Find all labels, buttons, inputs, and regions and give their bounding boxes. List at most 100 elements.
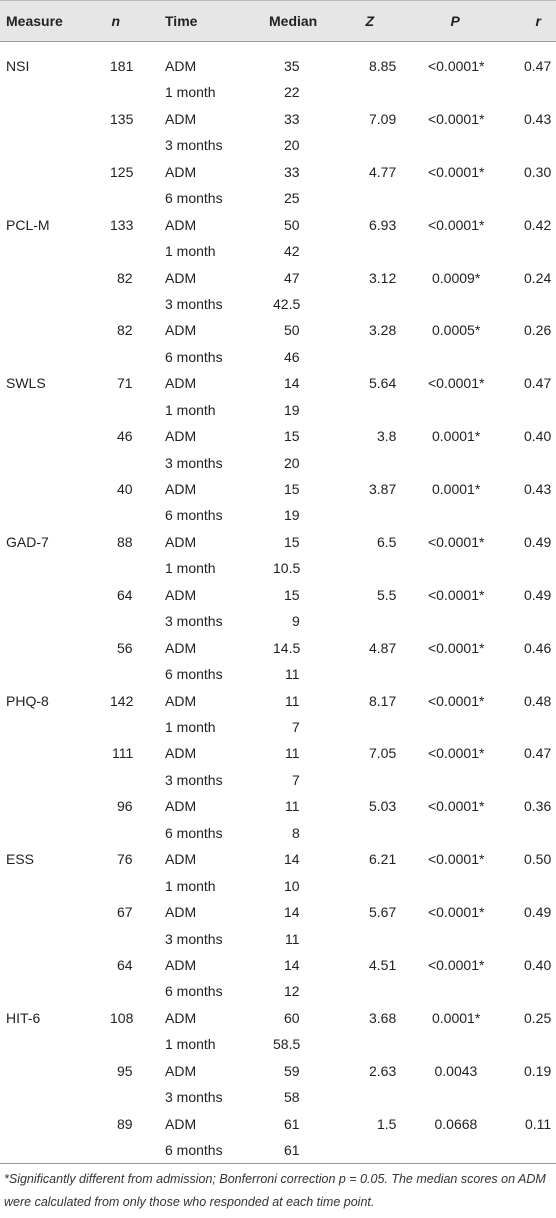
p-cell: <0.0001* bbox=[428, 163, 485, 180]
time-cell: ADM bbox=[165, 851, 197, 868]
n-cell: 142 bbox=[110, 692, 134, 709]
median-cell: 33 bbox=[284, 110, 300, 127]
n-cell: 96 bbox=[117, 798, 133, 815]
r-cell: 0.36 bbox=[524, 798, 552, 815]
median-cell: 14.5 bbox=[273, 639, 301, 656]
r-cell: 0.50 bbox=[524, 851, 552, 868]
measure-cell: NSI bbox=[6, 58, 30, 74]
time-cell: ADM bbox=[165, 533, 197, 550]
r-cell: 0.42 bbox=[524, 216, 552, 233]
time-cell: 6 months bbox=[165, 824, 223, 841]
measure-cell: PHQ-8 bbox=[6, 692, 49, 709]
r-cell: 0.30 bbox=[524, 163, 552, 180]
p-cell: 0.0001* bbox=[432, 481, 481, 498]
n-cell: 82 bbox=[117, 322, 133, 339]
p-cell: <0.0001* bbox=[428, 692, 485, 709]
time-cell: ADM bbox=[165, 322, 197, 339]
n-cell: 135 bbox=[110, 110, 134, 127]
p-cell: <0.0001* bbox=[428, 58, 485, 74]
median-cell: 15 bbox=[284, 428, 300, 445]
median-cell: 50 bbox=[284, 322, 300, 339]
time-cell: ADM bbox=[165, 428, 197, 445]
z-cell: 3.28 bbox=[369, 322, 397, 339]
p-cell: <0.0001* bbox=[428, 375, 485, 392]
time-cell: 1 month bbox=[165, 877, 216, 894]
time-cell: ADM bbox=[165, 163, 197, 180]
median-cell: 10.5 bbox=[273, 560, 301, 577]
median-cell: 15 bbox=[284, 481, 300, 498]
time-cell: 3 months bbox=[165, 295, 223, 312]
header-cell: Z bbox=[365, 13, 375, 29]
median-cell: 11 bbox=[285, 692, 300, 709]
median-cell: 20 bbox=[284, 137, 300, 154]
time-cell: ADM bbox=[165, 586, 197, 603]
measure-cell: ESS bbox=[6, 851, 35, 868]
median-cell: 20 bbox=[284, 454, 300, 471]
time-cell: 3 months bbox=[165, 613, 223, 630]
footnote: *Significantly different from admission;… bbox=[4, 1172, 546, 1209]
z-cell: 5.67 bbox=[369, 904, 397, 921]
measure-cell: HIT-6 bbox=[6, 1009, 41, 1026]
z-cell: 5.03 bbox=[369, 798, 397, 815]
median-cell: 35 bbox=[284, 58, 300, 74]
z-cell: 1.5 bbox=[377, 1115, 397, 1132]
z-cell: 4.77 bbox=[369, 163, 397, 180]
z-cell: 5.64 bbox=[369, 375, 397, 392]
n-cell: 108 bbox=[110, 1009, 134, 1026]
time-cell: ADM bbox=[165, 692, 197, 709]
time-cell: ADM bbox=[165, 956, 197, 973]
time-cell: 1 month bbox=[165, 719, 216, 735]
n-cell: 95 bbox=[117, 1062, 133, 1079]
n-cell: 89 bbox=[117, 1115, 133, 1132]
z-cell: 6.21 bbox=[369, 851, 397, 868]
r-cell: 0.40 bbox=[524, 956, 552, 973]
r-cell: 0.25 bbox=[524, 1009, 552, 1026]
time-cell: 1 month bbox=[165, 560, 216, 577]
p-cell: 0.0668 bbox=[434, 1115, 478, 1132]
p-cell: <0.0001* bbox=[428, 216, 485, 233]
median-cell: 50 bbox=[284, 216, 300, 233]
time-cell: 6 months bbox=[165, 507, 223, 524]
time-cell: ADM bbox=[165, 216, 197, 233]
r-cell: 0.49 bbox=[524, 533, 552, 550]
median-cell: 10 bbox=[284, 877, 300, 894]
time-cell: 6 months bbox=[165, 348, 223, 365]
z-cell: 2.63 bbox=[369, 1062, 397, 1079]
r-cell: 0.19 bbox=[524, 1062, 552, 1079]
median-cell: 11 bbox=[285, 930, 300, 947]
z-cell: 4.87 bbox=[369, 639, 397, 656]
p-cell: 0.0043 bbox=[434, 1062, 478, 1079]
time-cell: 1 month bbox=[165, 84, 216, 101]
time-cell: 3 months bbox=[165, 137, 223, 154]
n-cell: 64 bbox=[117, 956, 133, 973]
z-cell: 7.05 bbox=[369, 745, 397, 762]
p-cell: 0.0009* bbox=[432, 269, 481, 286]
median-cell: 12 bbox=[284, 983, 300, 1000]
header-cell: Measure bbox=[6, 13, 63, 29]
r-cell: 0.47 bbox=[524, 745, 552, 762]
median-cell: 42.5 bbox=[273, 295, 301, 312]
z-cell: 6.93 bbox=[369, 216, 397, 233]
n-cell: 125 bbox=[110, 163, 134, 180]
z-cell: 8.85 bbox=[369, 58, 397, 74]
p-cell: <0.0001* bbox=[428, 110, 485, 127]
measure-cell: GAD-7 bbox=[6, 533, 49, 550]
median-cell: 8 bbox=[292, 824, 300, 841]
p-cell: <0.0001* bbox=[428, 851, 485, 868]
time-cell: ADM bbox=[165, 639, 197, 656]
p-cell: 0.0001* bbox=[432, 428, 481, 445]
time-cell: ADM bbox=[165, 110, 197, 127]
bottom-rule bbox=[0, 1163, 556, 1164]
time-cell: 6 months bbox=[165, 190, 223, 207]
median-cell: 7 bbox=[292, 771, 300, 788]
time-cell: ADM bbox=[165, 1062, 197, 1079]
median-cell: 7 bbox=[292, 719, 300, 735]
n-cell: 71 bbox=[117, 375, 133, 392]
median-cell: 11 bbox=[285, 798, 300, 815]
median-cell: 58 bbox=[284, 1089, 300, 1106]
time-cell: 1 month bbox=[165, 1036, 216, 1053]
p-cell: <0.0001* bbox=[428, 745, 485, 762]
median-cell: 14 bbox=[284, 851, 300, 868]
z-cell: 3.12 bbox=[369, 269, 397, 286]
n-cell: 46 bbox=[117, 428, 133, 445]
